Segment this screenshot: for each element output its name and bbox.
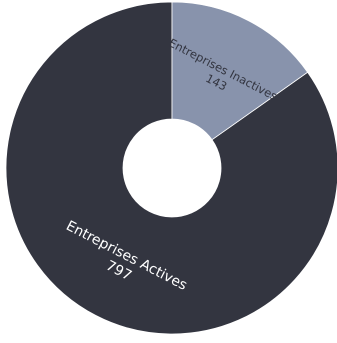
pie-slice-inactives xyxy=(171,1,309,141)
pie-slice-actives xyxy=(5,1,337,335)
